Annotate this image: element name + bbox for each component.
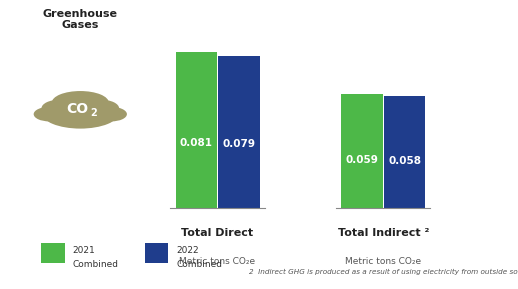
Text: Combined: Combined: [73, 260, 119, 269]
FancyBboxPatch shape: [384, 96, 425, 208]
FancyBboxPatch shape: [176, 52, 217, 208]
Text: 0.079: 0.079: [222, 139, 255, 149]
FancyBboxPatch shape: [341, 95, 383, 208]
Text: Greenhouse
Gases: Greenhouse Gases: [43, 9, 118, 30]
Text: Metric tons CO₂e: Metric tons CO₂e: [180, 257, 255, 266]
Text: 2021: 2021: [73, 246, 95, 255]
Text: Total Direct: Total Direct: [181, 228, 254, 238]
Text: CO: CO: [67, 102, 89, 116]
Text: Total Indirect ²: Total Indirect ²: [338, 228, 429, 238]
Ellipse shape: [70, 109, 111, 125]
Ellipse shape: [41, 100, 78, 117]
Ellipse shape: [52, 91, 109, 114]
Text: 0.058: 0.058: [388, 156, 421, 166]
FancyBboxPatch shape: [145, 243, 168, 263]
Ellipse shape: [96, 107, 127, 121]
Text: 2022: 2022: [176, 246, 199, 255]
Text: 0.081: 0.081: [180, 138, 213, 148]
Ellipse shape: [34, 107, 65, 121]
Ellipse shape: [83, 100, 119, 117]
FancyBboxPatch shape: [41, 243, 65, 263]
Text: Combined: Combined: [176, 260, 222, 269]
Text: 2: 2: [90, 108, 97, 118]
Text: Metric tons CO₂e: Metric tons CO₂e: [346, 257, 421, 266]
FancyBboxPatch shape: [218, 56, 260, 208]
Text: 2  Indirect GHG is produced as a result of using electricity from outside source: 2 Indirect GHG is produced as a result o…: [249, 268, 518, 275]
Ellipse shape: [41, 97, 119, 129]
Ellipse shape: [49, 109, 91, 125]
Text: 0.059: 0.059: [346, 155, 379, 165]
